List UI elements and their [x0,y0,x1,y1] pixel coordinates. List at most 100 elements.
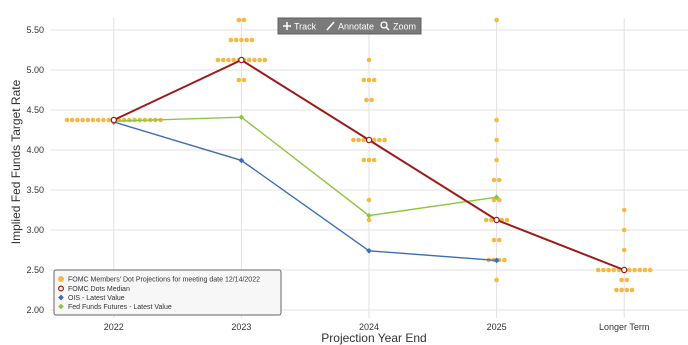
dot-projection [356,137,361,143]
dot-projection [491,177,497,183]
magnifier-icon [380,21,390,31]
dot-projection [627,267,632,273]
annotate-label: Annotate [338,22,374,32]
series-point [366,247,372,254]
dot-projection [226,57,231,63]
dot-projection [371,157,377,163]
series-point [366,212,372,219]
series-lines [110,56,628,274]
dot-projection [236,77,242,83]
dot-projection [64,117,70,123]
dot-projection [494,117,499,123]
dot-projection [361,77,367,83]
dot-projection [624,287,630,293]
dot-projection [595,267,601,273]
chart-legend: FOMC Members' Dot Projections for meetin… [53,269,282,316]
dot-projection [106,117,111,123]
dot-projection [80,117,85,123]
median-point [238,56,245,64]
dot-projection [361,137,367,143]
dot-projection [489,217,494,223]
y-tick-label: 4.50 [26,105,44,115]
dot-projection [614,287,619,293]
series-point [238,157,245,164]
dot-projection [494,137,499,143]
annotate-button[interactable]: Annotate [326,21,374,32]
dot-projection [483,217,489,223]
y-tick-label: 3.50 [26,185,44,195]
track-button[interactable]: Track [283,22,317,32]
dot-projection [231,57,236,63]
dot-projection [619,287,624,293]
dot-projections [64,17,653,293]
y-tick-label: 4.00 [26,145,44,155]
dot-projection [366,77,372,83]
dot-projection [95,117,101,123]
crosshair-icon [283,22,291,30]
median-point [620,266,628,274]
median-point [365,136,373,144]
dot-projection [632,267,637,273]
dot-projection [366,57,372,63]
dot-projection [624,277,630,283]
dot-projection [621,207,627,213]
dot-projection [494,17,499,23]
dot-projection [244,37,249,43]
dot-projection [69,117,75,123]
dot-projection [629,287,635,293]
dot-projection [494,277,499,283]
dot-projection [491,197,497,203]
dot-projection [90,117,96,123]
y-tick-label: 3.00 [26,225,44,235]
x-tick-label: 2023 [231,322,251,332]
zoom-label: Zoom [393,22,416,32]
dot-projection [246,57,252,63]
dot-projection [249,37,255,43]
y-tick-label: 5.00 [26,65,44,75]
dot-projection [366,157,372,163]
dot-projection [241,17,247,23]
x-tick-label: 2022 [104,322,124,332]
series-point [493,194,500,201]
zoom-button[interactable]: Zoom [380,21,416,32]
median-point [493,216,500,224]
x-tick-label: 2024 [359,322,379,332]
dot-projection [601,267,606,273]
series-line [113,116,497,217]
dot-projection [637,267,643,273]
x-tick-label: Longer Term [599,322,649,332]
dot-projection [101,117,106,123]
dot-projection [502,257,507,263]
dot-projection [241,77,247,83]
series-point [238,114,245,121]
legend-marker-dot-projections [58,276,64,282]
dot-projection [228,37,234,43]
x-tick-labels: 2022 2023 2024 2025 Longer Term [104,322,650,332]
dot-projection [262,57,268,63]
dot-projection [371,77,377,83]
dot-projection [233,37,239,43]
legend-box [53,269,282,316]
dot-projection [366,197,372,203]
dot-projection [491,237,497,243]
dot-projection [496,237,502,243]
dot-projection [642,267,648,273]
dot-projection [239,37,244,43]
dot-projection [494,157,499,163]
dot-projection [382,137,387,143]
x-tick-label: 2025 [487,322,507,332]
y-tick-label: 2.00 [26,305,44,315]
median-point [110,116,118,124]
dot-projection [75,117,80,123]
dot-projection [611,267,617,273]
dot-projection [621,247,627,253]
legend-entry-ois: OIS - Latest Value [68,295,125,302]
x-axis-title: Projection Year End [321,331,426,345]
dot-projection [496,177,502,183]
dot-projection [361,157,367,163]
dot-projection [220,57,226,63]
dot-projection [257,57,262,63]
series-line [113,121,497,262]
dot-projection [85,117,91,123]
